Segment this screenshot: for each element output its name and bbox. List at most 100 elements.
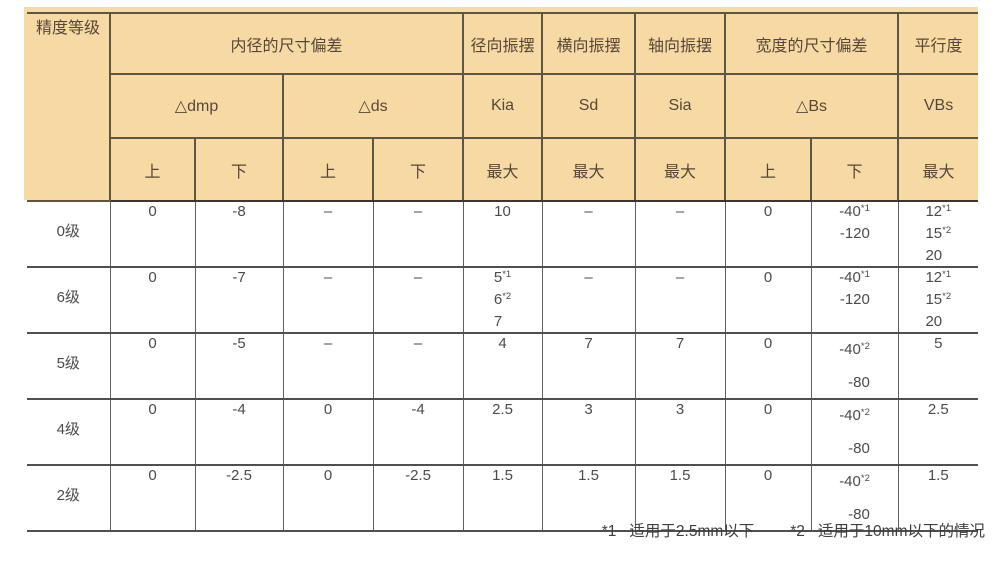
cell-sd: – — [541, 200, 636, 268]
footnote-reference: *2 — [502, 291, 512, 302]
footnote-reference: *2 — [860, 407, 870, 418]
cell-vbs: 12*1 15*2 20 — [897, 266, 979, 334]
cell-value-line: -40*2 — [839, 473, 870, 490]
cell-ds-upper: – — [282, 266, 374, 334]
cell-value-line: 10 — [494, 203, 511, 220]
cell-value-line: -120 — [839, 225, 870, 242]
cell-dmp-lower: -7 — [194, 266, 284, 334]
cell-bs-upper: 0 — [724, 200, 812, 268]
cell-sia: – — [634, 200, 726, 268]
cell-ds-upper: – — [282, 200, 374, 268]
header-bs-lower: 下 — [810, 137, 900, 202]
cell-value-line: -120 — [839, 291, 870, 308]
cell-value-line: -40*2 — [839, 341, 870, 358]
cell-bs-lower: -40*1 -120 — [810, 266, 899, 334]
cell-ds-upper: 0 — [282, 464, 374, 532]
cell-value-line: -80 — [848, 440, 870, 457]
cell-ds-upper: – — [282, 332, 374, 400]
cell-bs-lower: -40*2 -80 — [810, 332, 899, 400]
footnote-2-text: 适用于10mm以下的情况 — [817, 523, 985, 540]
cell-value-line: 5*1 — [493, 269, 512, 286]
header-width-deviation: 宽度的尺寸偏差 — [724, 12, 900, 75]
footnote-reference: *1 — [502, 269, 512, 280]
cell-sia: 3 — [634, 398, 726, 466]
cell-value-line: -80 — [848, 374, 870, 391]
header-radial-runout: 径向振摆 — [462, 12, 544, 75]
cell-dmp-lower: -4 — [194, 398, 284, 466]
footnote-reference: *1 — [860, 269, 870, 280]
cell-value-line: 4 — [498, 335, 507, 352]
table-row: 0级 0 -8 – – 10 – – 0 -40*1 -120 12*1 15*2 2… — [27, 200, 979, 268]
cell-kia: 5*1 6*2 7 — [462, 266, 543, 334]
header-sym-kia: Kia — [462, 73, 544, 139]
cell-dmp-upper: 0 — [109, 200, 196, 268]
cell-sia: 7 — [634, 332, 726, 400]
cell-value-line: 1.5 — [927, 467, 949, 484]
header-sd-max: 最大 — [541, 137, 637, 202]
header-sym-sia: Sia — [634, 73, 727, 139]
cell-value-line: 2.5 — [927, 401, 949, 418]
header-precision-grade: 精度等级 — [27, 12, 111, 202]
cell-value-line: -40*1 — [839, 203, 870, 220]
cell-bs-upper: 0 — [724, 332, 812, 400]
header-bs-upper: 上 — [724, 137, 813, 202]
header-sym-bs: △Bs — [724, 73, 900, 139]
header-dmp-lower: 下 — [194, 137, 284, 202]
cell-ds-lower: -4 — [372, 398, 464, 466]
cell-value-line: -80 — [848, 506, 870, 523]
row-label: 6级 — [27, 266, 111, 334]
header-ds-upper: 上 — [282, 137, 374, 202]
cell-kia: 4 — [462, 332, 543, 400]
cell-value-line: -40*1 — [839, 269, 870, 286]
header-parallelism: 平行度 — [897, 12, 979, 75]
footnote-2-marker: *2 — [790, 523, 805, 540]
cell-kia: 10 — [462, 200, 543, 268]
bearing-precision-table: 精度等级 内径的尺寸偏差 径向振摆 横向振摆 轴向振摆 宽度的尺寸偏差 平行度 … — [27, 12, 979, 532]
cell-value-line: 6*2 — [493, 291, 512, 308]
footnote-reference: *1 — [942, 203, 952, 214]
footnotes: *1 适用于2.5mm以下 *2 适用于10mm以下的情况 — [602, 521, 985, 543]
cell-sd: – — [541, 266, 636, 334]
cell-dmp-lower: -2.5 — [194, 464, 284, 532]
cell-value-line: 1.5 — [492, 467, 513, 484]
footnote-reference: *1 — [942, 269, 952, 280]
table-row: 4级 0 -4 0 -4 2.5 3 3 0 -40*2 -80 2.5 — [27, 398, 979, 466]
cell-value-line: 12*1 — [925, 269, 952, 286]
cell-value-line: 2.5 — [492, 401, 513, 418]
row-label: 0级 — [27, 200, 111, 268]
cell-value-line: 5 — [934, 335, 943, 352]
cell-ds-lower: – — [372, 332, 464, 400]
header-sym-sd: Sd — [541, 73, 637, 139]
header-axial-runout: 轴向振摆 — [634, 12, 727, 75]
cell-sia: 1.5 — [634, 464, 726, 532]
header-sym-ds: △ds — [281, 73, 465, 139]
cell-ds-lower: -2.5 — [372, 464, 464, 532]
footnote-reference: *2 — [942, 225, 952, 236]
cell-kia: 2.5 — [462, 398, 543, 466]
header-vbs-max: 最大 — [897, 137, 979, 202]
cell-ds-lower: – — [372, 266, 464, 334]
cell-ds-upper: 0 — [282, 398, 374, 466]
table-row: 5级 0 -5 – – 4 7 7 0 -40*2 -80 5 — [27, 332, 979, 400]
cell-bs-lower: -40*1 -120 — [810, 200, 899, 268]
cell-vbs: 1.5 — [897, 464, 979, 532]
header-bore-deviation: 内径的尺寸偏差 — [108, 12, 465, 75]
cell-value-line: -40*2 — [839, 407, 870, 424]
cell-value-line: 15*2 — [925, 291, 952, 308]
table-body: 0级 0 -8 – – 10 – – 0 -40*1 -120 12*1 15*2 2… — [27, 200, 979, 532]
row-label: 2级 — [27, 464, 111, 532]
cell-dmp-upper: 0 — [109, 266, 196, 334]
header-kia-max: 最大 — [462, 137, 544, 202]
footnote-2: *2 适用于10mm以下的情况 — [790, 521, 985, 543]
table-header: 精度等级 内径的尺寸偏差 径向振摆 横向振摆 轴向振摆 宽度的尺寸偏差 平行度 … — [27, 12, 979, 202]
cell-value-line: 20 — [925, 313, 943, 330]
cell-value-line: 7 — [493, 313, 503, 330]
cell-sd: 1.5 — [541, 464, 636, 532]
header-lateral-runout: 横向振摆 — [541, 12, 637, 75]
cell-bs-lower: -40*2 -80 — [810, 398, 899, 466]
header-sym-dmp: △dmp — [110, 73, 284, 139]
footnote-1-marker: *1 — [601, 523, 617, 540]
cell-dmp-upper: 0 — [109, 332, 196, 400]
header-sym-vbs: VBs — [897, 73, 979, 139]
